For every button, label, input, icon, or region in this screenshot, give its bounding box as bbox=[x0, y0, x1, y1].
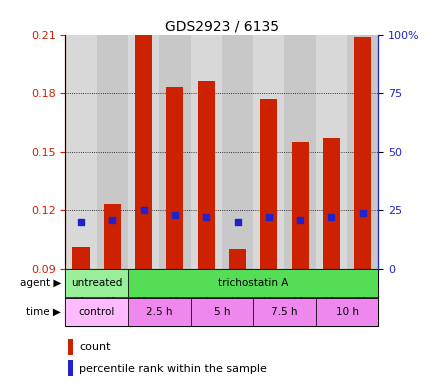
Point bbox=[171, 212, 178, 218]
Point bbox=[358, 210, 365, 216]
Bar bbox=[260, 99, 277, 269]
Bar bbox=[291, 142, 308, 269]
Text: 7.5 h: 7.5 h bbox=[271, 307, 297, 317]
Bar bbox=[190, 298, 253, 326]
Bar bbox=[322, 138, 339, 269]
Bar bbox=[253, 35, 284, 269]
Bar bbox=[353, 36, 371, 269]
Text: percentile rank within the sample: percentile rank within the sample bbox=[79, 364, 266, 374]
Bar bbox=[190, 35, 221, 269]
Point bbox=[77, 219, 84, 225]
Text: 5 h: 5 h bbox=[213, 307, 230, 317]
Bar bbox=[346, 35, 378, 269]
Bar bbox=[128, 270, 378, 297]
Bar bbox=[197, 81, 214, 269]
Bar bbox=[228, 249, 246, 269]
Text: agent ▶: agent ▶ bbox=[20, 278, 61, 288]
Bar bbox=[103, 204, 121, 269]
Text: 10 h: 10 h bbox=[335, 307, 358, 317]
Bar bbox=[65, 35, 96, 269]
Bar bbox=[128, 35, 159, 269]
Text: control: control bbox=[78, 307, 115, 317]
Bar bbox=[159, 35, 190, 269]
Point bbox=[202, 214, 209, 220]
Point bbox=[140, 207, 147, 214]
Bar bbox=[65, 270, 128, 297]
Bar bbox=[253, 298, 315, 326]
Bar bbox=[315, 298, 378, 326]
Point bbox=[296, 217, 303, 223]
Bar bbox=[315, 35, 346, 269]
Bar bbox=[72, 247, 89, 269]
Bar bbox=[128, 298, 190, 326]
Bar bbox=[221, 35, 253, 269]
Title: GDS2923 / 6135: GDS2923 / 6135 bbox=[164, 20, 278, 33]
Point bbox=[327, 214, 334, 220]
Point bbox=[108, 217, 115, 223]
Bar bbox=[65, 298, 128, 326]
Text: count: count bbox=[79, 342, 111, 352]
Bar bbox=[135, 35, 152, 269]
Text: untreated: untreated bbox=[71, 278, 122, 288]
Text: time ▶: time ▶ bbox=[26, 307, 61, 317]
Bar bbox=[284, 35, 315, 269]
Bar bbox=[96, 35, 128, 269]
Text: trichostatin A: trichostatin A bbox=[217, 278, 288, 288]
Point bbox=[265, 214, 272, 220]
Text: 2.5 h: 2.5 h bbox=[146, 307, 172, 317]
Bar bbox=[68, 360, 73, 376]
Bar bbox=[166, 87, 183, 269]
Bar bbox=[68, 339, 73, 355]
Point bbox=[233, 219, 240, 225]
